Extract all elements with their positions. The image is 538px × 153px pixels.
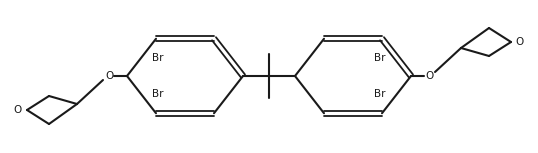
Text: Br: Br (152, 89, 164, 99)
Text: Br: Br (374, 89, 386, 99)
Text: O: O (425, 71, 433, 81)
Text: O: O (14, 105, 22, 115)
Text: Br: Br (152, 53, 164, 63)
Text: Br: Br (374, 53, 386, 63)
Text: O: O (105, 71, 113, 81)
Text: O: O (516, 37, 524, 47)
